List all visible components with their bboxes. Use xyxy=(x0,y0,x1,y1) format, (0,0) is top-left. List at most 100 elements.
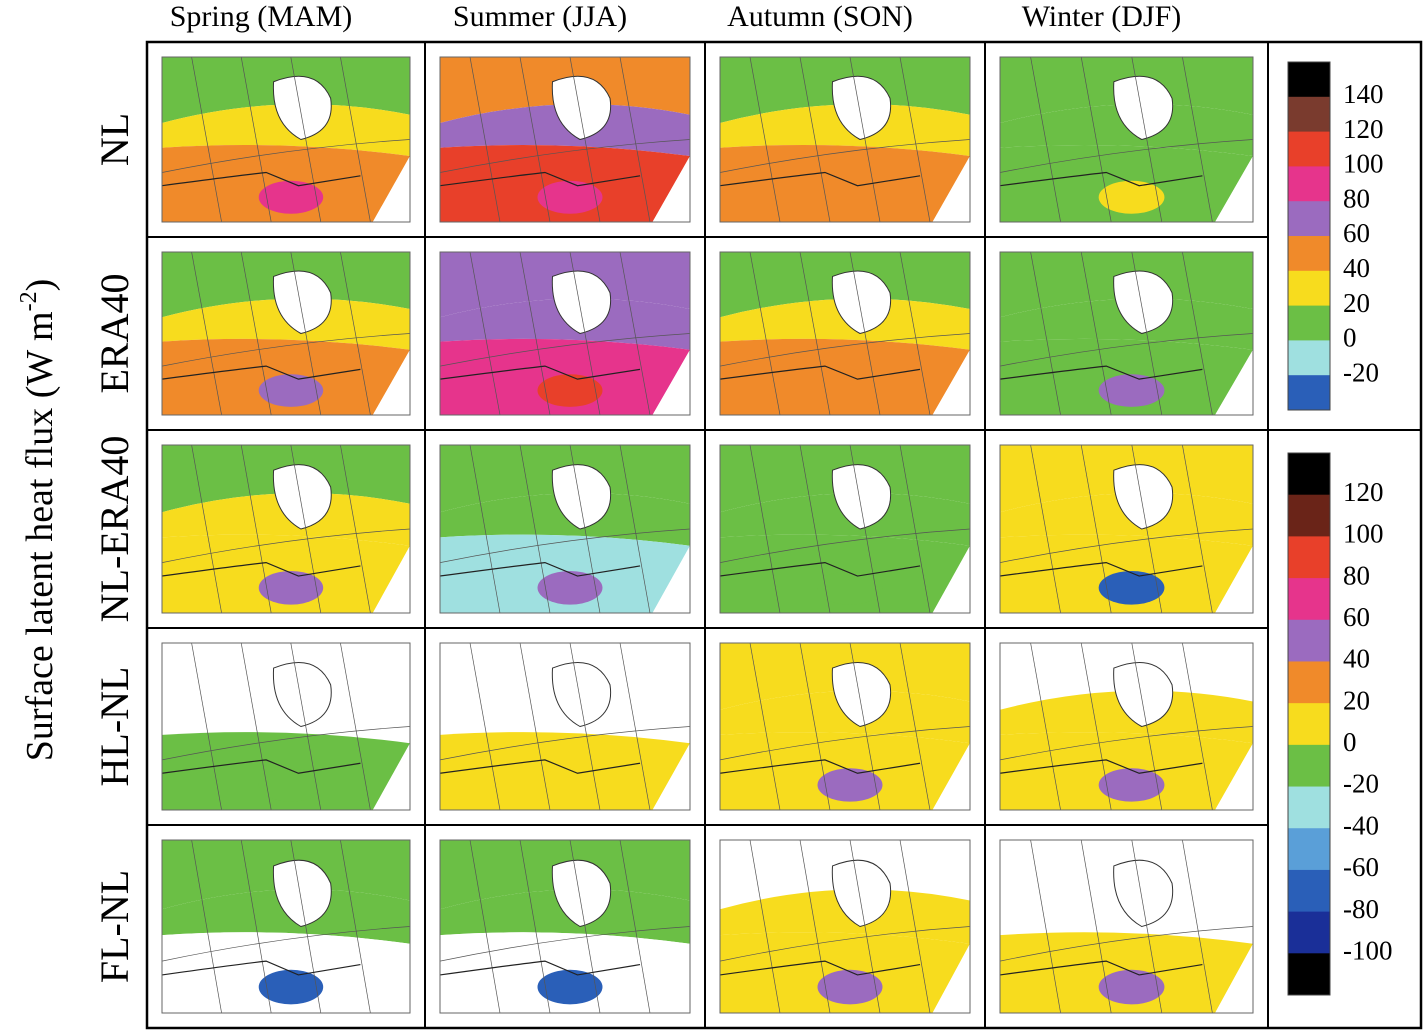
graticule xyxy=(290,643,322,810)
colorbar-label: 20 xyxy=(1343,288,1370,318)
graticule xyxy=(290,840,322,1013)
map-body xyxy=(720,840,970,1013)
border xyxy=(1000,561,1203,577)
region-mid xyxy=(162,889,410,944)
map-body xyxy=(440,840,690,1013)
graticule xyxy=(720,926,970,962)
map-panel xyxy=(439,251,691,416)
colorbar-swatch xyxy=(1288,744,1330,788)
map-panel xyxy=(439,56,691,223)
colorbar-label: 60 xyxy=(1343,218,1370,248)
hudson-bay xyxy=(272,859,332,928)
graticule xyxy=(569,840,601,1013)
region-hotspot xyxy=(537,768,603,802)
map-panel xyxy=(999,839,1254,1014)
region-hotspot xyxy=(258,768,324,802)
hudson-bay xyxy=(272,464,332,530)
column-header: Spring (MAM) xyxy=(170,0,353,33)
colorbar-swatch xyxy=(1288,536,1330,579)
row-label: NL-ERA40 xyxy=(92,436,137,623)
region-hotspot xyxy=(817,180,883,214)
graticule xyxy=(469,252,501,415)
colorbar-swatch xyxy=(1288,305,1330,341)
map-frame xyxy=(719,444,971,614)
graticule xyxy=(799,57,831,222)
region-mid xyxy=(1000,493,1253,546)
map-frame xyxy=(439,642,691,811)
ocean xyxy=(372,156,410,222)
graticule xyxy=(899,840,931,1013)
column-header: Summer (JJA) xyxy=(453,0,627,33)
colorbar-swatch xyxy=(1288,96,1330,133)
graticule xyxy=(899,57,931,222)
colorbar-label: 0 xyxy=(1343,323,1357,353)
border xyxy=(162,960,361,976)
graticule xyxy=(1131,445,1163,613)
map-body xyxy=(1000,252,1253,415)
graticule xyxy=(340,840,371,1013)
graticule xyxy=(519,445,551,613)
border xyxy=(162,365,361,380)
y-label-sup: -2 xyxy=(16,291,42,311)
map-panel xyxy=(439,642,691,811)
graticule xyxy=(799,252,831,415)
map-body xyxy=(440,445,690,613)
region-mid xyxy=(1000,298,1253,350)
graticule xyxy=(1000,726,1253,761)
region-hotspot xyxy=(1098,180,1165,214)
graticule xyxy=(1030,643,1061,810)
graticule xyxy=(162,926,410,962)
region-hotspot xyxy=(258,180,324,214)
hudson-bay xyxy=(1113,859,1174,928)
map-panel xyxy=(999,444,1254,614)
graticule xyxy=(162,333,410,367)
map-frame xyxy=(439,56,691,223)
map-body xyxy=(162,643,410,810)
border xyxy=(720,960,921,976)
colorbar-swatch xyxy=(1288,340,1330,376)
graticule xyxy=(749,643,781,810)
graticule xyxy=(569,643,601,810)
graticule xyxy=(1030,252,1061,415)
graticule xyxy=(340,57,371,222)
graticule xyxy=(340,643,371,810)
colorbar-frame xyxy=(1287,61,1331,411)
hudson-bay xyxy=(272,661,332,728)
hudson-bay xyxy=(831,75,892,141)
graticule xyxy=(1080,840,1112,1013)
graticule xyxy=(440,726,690,761)
colorbar-swatch xyxy=(1288,869,1330,913)
colorbar-swatch xyxy=(1288,494,1330,537)
graticule xyxy=(899,445,931,613)
graticule xyxy=(1131,643,1163,810)
grid-frame xyxy=(145,40,1423,1030)
border xyxy=(1000,171,1203,187)
graticule xyxy=(619,252,651,415)
hudson-bay xyxy=(1113,661,1174,728)
map-body xyxy=(720,643,970,810)
colorbar-label: -40 xyxy=(1343,810,1379,840)
region-mid xyxy=(720,104,970,156)
graticule xyxy=(799,643,831,810)
graticule xyxy=(1131,252,1163,415)
graticule xyxy=(849,252,881,415)
region-mid xyxy=(162,104,410,156)
map-panel xyxy=(719,444,971,614)
colorbar-swatch xyxy=(1288,62,1330,98)
hudson-bay xyxy=(831,859,892,928)
map-frame xyxy=(719,839,971,1014)
graticule xyxy=(519,643,551,810)
colorbar-swatch xyxy=(1288,661,1330,704)
graticule xyxy=(1182,252,1213,415)
ocean xyxy=(652,545,690,613)
map-frame xyxy=(999,642,1254,811)
colorbar-label: 120 xyxy=(1343,114,1384,144)
graticule xyxy=(1182,57,1213,222)
colorbar-swatch xyxy=(1288,453,1330,496)
region-mid xyxy=(440,104,690,156)
map-frame xyxy=(161,839,411,1014)
y-label-end: ) xyxy=(19,279,61,292)
border xyxy=(1000,365,1203,380)
border xyxy=(440,561,641,577)
